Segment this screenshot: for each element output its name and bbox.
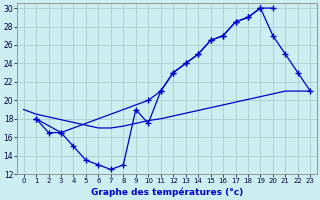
X-axis label: Graphe des températures (°c): Graphe des températures (°c) — [91, 187, 243, 197]
